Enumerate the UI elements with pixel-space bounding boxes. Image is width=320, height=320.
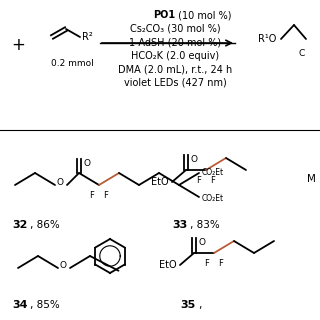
Text: 1-AdSH (20 mol %): 1-AdSH (20 mol %) — [129, 37, 221, 47]
Text: 0.2 mmol: 0.2 mmol — [51, 59, 93, 68]
Text: CO₂Et: CO₂Et — [202, 167, 224, 177]
Text: DMA (2.0 mL), r.t., 24 h: DMA (2.0 mL), r.t., 24 h — [118, 64, 232, 74]
Text: R¹O: R¹O — [258, 34, 276, 44]
Text: O: O — [57, 178, 63, 187]
Text: EtO: EtO — [151, 177, 169, 187]
Text: , 83%: , 83% — [190, 220, 220, 230]
Text: M: M — [307, 174, 316, 184]
Text: 34: 34 — [12, 300, 28, 310]
Text: O: O — [198, 237, 205, 246]
Text: O: O — [60, 260, 67, 269]
Text: F: F — [104, 190, 108, 199]
Text: F: F — [90, 190, 94, 199]
Text: PO1: PO1 — [153, 10, 175, 20]
Text: F: F — [219, 259, 223, 268]
Text: 35: 35 — [180, 300, 195, 310]
Text: EtO: EtO — [159, 260, 177, 270]
Text: ,: , — [198, 300, 201, 310]
Text: C: C — [299, 49, 305, 58]
Text: Cs₂CO₃ (30 mol %): Cs₂CO₃ (30 mol %) — [130, 23, 220, 34]
Text: violet LEDs (427 nm): violet LEDs (427 nm) — [124, 77, 226, 87]
Text: , 85%: , 85% — [30, 300, 60, 310]
Text: R²: R² — [82, 32, 93, 42]
Text: O: O — [190, 155, 197, 164]
Text: , 86%: , 86% — [30, 220, 60, 230]
Text: F: F — [196, 175, 201, 185]
Text: CO₂Et: CO₂Et — [202, 194, 224, 203]
Text: HCO₂K (2.0 equiv): HCO₂K (2.0 equiv) — [131, 51, 219, 60]
Text: (10 mol %): (10 mol %) — [175, 10, 231, 20]
Text: O: O — [84, 158, 91, 167]
Text: F: F — [204, 259, 209, 268]
Text: +: + — [11, 36, 25, 54]
Text: 33: 33 — [172, 220, 187, 230]
Text: 32: 32 — [12, 220, 28, 230]
Text: F: F — [211, 175, 215, 185]
